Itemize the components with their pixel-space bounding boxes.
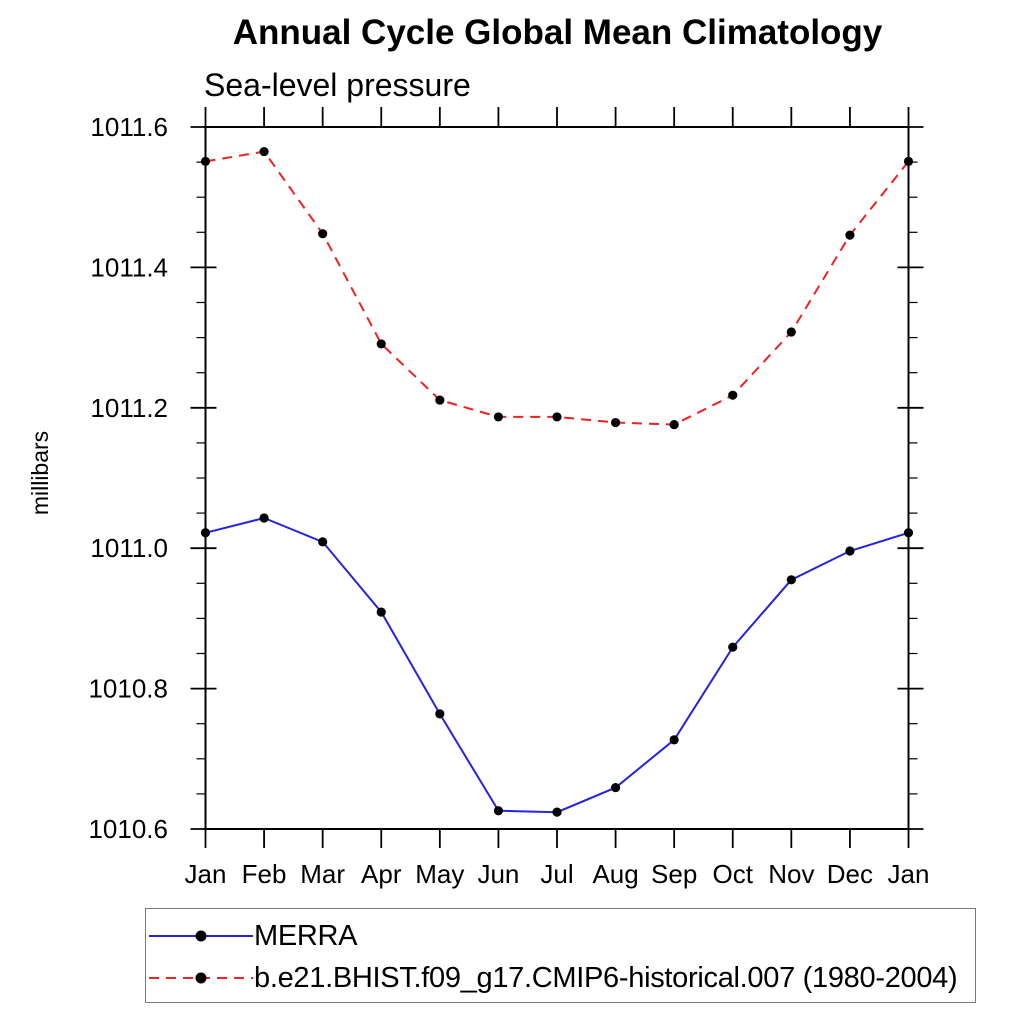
data-point-series0-Nov [786,575,796,585]
data-point-series1-Jan [903,156,914,166]
data-point-series0-May [435,709,445,719]
x-axis-tick-label: Sep [651,859,697,889]
x-axis-tick-label: Nov [768,859,814,889]
data-point-series0-Aug [610,782,621,793]
data-point-series1-Sep [669,420,679,430]
x-axis-tick-label: Oct [713,859,754,889]
series-line-0 [205,516,909,814]
x-axis-tick-label: May [415,859,464,889]
x-axis-tick-label: Jun [477,859,519,889]
x-axis-tick-label: Jan [888,859,930,889]
legend-entry-model: b.e21.BHIST.f09_g17.CMIP6-historical.007… [148,962,958,994]
x-axis-tick-label: Aug [592,859,638,889]
y-axis-tick-label: 1010.8 [88,674,168,704]
x-axis-tick-label: Jan [185,859,227,889]
legend-label-model: b.e21.BHIST.f09_g17.CMIP6-historical.007… [254,962,958,994]
data-point-series1-Nov [786,327,796,337]
legend-label-merra: MERRA [254,920,358,952]
y-axis-tick-label: 1011.2 [90,393,168,423]
data-point-series0-Jun [493,806,504,816]
y-axis-tick-label: 1011.4 [90,252,168,282]
chart-subtitle: Sea-level pressure [204,67,471,103]
data-point-series1-Jun [493,412,504,422]
data-point-series0-Mar [318,537,328,547]
chart-title: Annual Cycle Global Mean Climatology [232,13,883,52]
data-point-series1-Oct [728,390,738,400]
data-point-series0-Sep [669,735,679,745]
x-axis-tick-label: Mar [300,859,345,889]
x-axis-tick-label: Apr [361,859,402,889]
axis-frame [204,126,910,830]
x-axis-tick-label: Dec [827,859,873,889]
data-point-series1-Apr [376,339,386,349]
data-point-series1-Jan [200,156,211,166]
data-point-series1-Feb [259,146,269,157]
data-point-series0-Oct [728,642,738,652]
legend-box: MERRA b.e21.BHIST.f09_g17.CMIP6-historic… [145,908,976,1003]
data-point-series0-Jul [552,807,562,817]
series-line-1 [205,150,910,426]
merra-line-sample-icon [149,930,253,942]
data-point-series0-Feb [259,513,269,523]
x-axis-tick-label: Jul [540,859,573,889]
data-point-series1-Aug [610,417,621,428]
model-line-sample-icon [149,972,253,984]
data-point-series1-Dec [845,230,855,240]
x-axis-tick-label: Feb [242,859,287,889]
data-point-series1-Jul [552,412,562,422]
data-point-series0-Jan [903,528,914,538]
data-point-series1-May [435,395,445,405]
data-point-series0-Jan [200,528,211,538]
y-axis-tick-label: 1011.0 [90,533,168,563]
legend-entry-merra: MERRA [148,920,358,952]
y-axis-label: millibars [27,431,53,515]
data-point-series0-Apr [376,607,386,617]
y-axis-tick-label: 1010.6 [88,814,168,844]
y-axis-tick-label: 1011.6 [90,112,168,142]
data-point-series1-Mar [318,229,328,239]
data-point-series0-Dec [845,546,855,556]
